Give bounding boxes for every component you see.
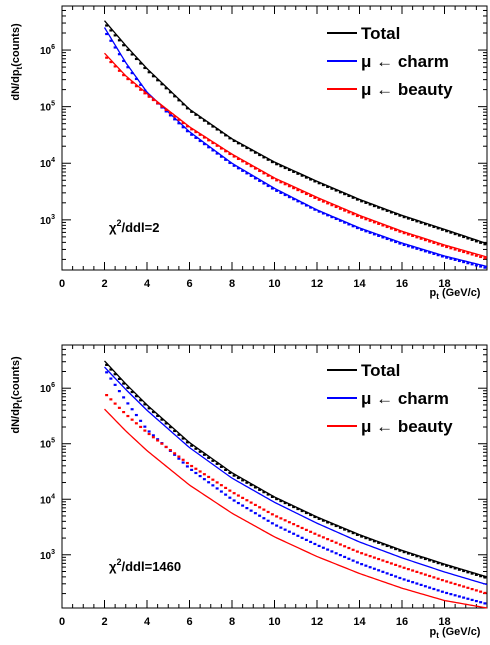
x-tick-label: 18 <box>438 616 450 628</box>
y-tick-labels: 103 104 105 106 <box>40 382 55 562</box>
legend-label-charm: μ ← charm <box>361 52 449 71</box>
x-tick-label: 2 <box>101 616 107 628</box>
legend-label-beauty: μ ← beauty <box>361 417 453 436</box>
chi2-annotation: χ2/ddl=2 <box>109 218 159 235</box>
x-tick-label: 12 <box>311 278 323 290</box>
x-tick-label: 0 <box>59 278 65 290</box>
x-axis-label: pt (GeV/c) <box>430 626 481 640</box>
y-tick-label: 104 <box>40 493 55 506</box>
x-tick-label: 2 <box>101 278 107 290</box>
series-fit-line <box>103 27 488 268</box>
x-tick-label: 14 <box>353 278 366 290</box>
x-tick-labels: 0 2 4 6 8 10 12 14 16 18 <box>59 278 451 290</box>
series-layer <box>104 360 488 609</box>
series-fit-line <box>104 366 488 586</box>
legend-label-total: Total <box>361 361 400 380</box>
x-tick-label: 16 <box>396 278 408 290</box>
series-fit-line <box>104 408 488 609</box>
y-tick-label: 105 <box>40 438 55 451</box>
legend-label-total: Total <box>361 24 400 43</box>
x-tick-label: 18 <box>438 278 450 290</box>
axis-ticks <box>61 5 488 270</box>
y-tick-label: 103 <box>40 549 55 562</box>
x-tick-label: 0 <box>59 616 65 628</box>
y-tick-labels: 103 104 105 106 <box>40 44 55 227</box>
plot-frame <box>61 344 488 609</box>
plot-frame <box>61 5 488 271</box>
y-axis-label: dN/dpt(counts) <box>10 23 24 101</box>
series-fit-line <box>104 360 488 578</box>
x-tick-label: 10 <box>268 616 280 628</box>
y-axis-label: dN/dpt(counts) <box>10 356 24 434</box>
x-tick-labels: 0 2 4 6 8 10 12 14 16 18 <box>59 616 451 628</box>
x-tick-label: 12 <box>311 616 323 628</box>
x-tick-label: 4 <box>144 278 151 290</box>
axis-ticks <box>61 344 488 608</box>
x-tick-label: 16 <box>396 616 408 628</box>
y-tick-label: 105 <box>40 101 55 114</box>
x-tick-label: 14 <box>353 616 366 628</box>
x-tick-label: 4 <box>144 616 151 628</box>
x-tick-label: 6 <box>186 278 192 290</box>
legend-label-charm: μ ← charm <box>361 389 449 408</box>
series-layer <box>103 20 488 269</box>
x-tick-label: 8 <box>229 278 235 290</box>
series-fit-line <box>104 20 488 245</box>
x-tick-label: 8 <box>229 616 235 628</box>
x-axis-label: pt (GeV/c) <box>430 287 481 301</box>
y-tick-label: 104 <box>40 157 55 170</box>
x-tick-label: 10 <box>268 278 280 290</box>
legend: Total μ ← charm μ ← beauty <box>327 24 453 99</box>
y-tick-label: 106 <box>40 44 55 57</box>
y-tick-label: 103 <box>40 214 55 227</box>
chi2-annotation: χ2/ddl=1460 <box>109 557 181 574</box>
series-fit-line <box>104 52 488 258</box>
y-tick-label: 106 <box>40 382 55 395</box>
x-tick-label: 6 <box>186 616 192 628</box>
legend-label-beauty: μ ← beauty <box>361 80 453 99</box>
legend: Total μ ← charm μ ← beauty <box>327 361 453 436</box>
